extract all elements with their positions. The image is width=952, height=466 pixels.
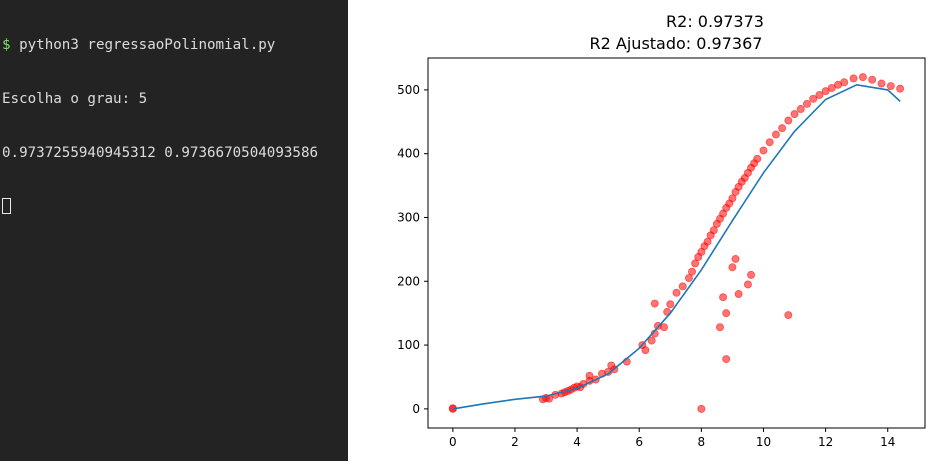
x-tick-label: 6 bbox=[635, 435, 643, 449]
y-tick-label: 200 bbox=[397, 274, 420, 288]
scatter-point bbox=[784, 116, 793, 125]
scatter-point bbox=[722, 309, 731, 318]
scatter-point bbox=[678, 282, 687, 291]
scatter-point bbox=[684, 274, 693, 283]
scatter-point bbox=[796, 105, 805, 114]
y-tick-label: 500 bbox=[397, 83, 420, 97]
y-tick-label: 300 bbox=[397, 210, 420, 224]
scatter-point bbox=[759, 146, 768, 155]
scatter-point bbox=[691, 259, 700, 268]
scatter-point bbox=[703, 237, 712, 246]
chart-title-line2: R2 Ajustado: 0.97367 bbox=[590, 34, 763, 53]
chart-body: 0 2 4 6 8 10 12 14 0 100 200 300 400 500 bbox=[397, 57, 926, 449]
scatter-point bbox=[790, 110, 799, 119]
scatter-point bbox=[647, 336, 656, 345]
scatter-point bbox=[641, 346, 650, 355]
scatter-point bbox=[815, 91, 824, 100]
regression-line bbox=[452, 83, 901, 410]
regression-chart: R2: 0.97373 R2 Ajustado: 0.97367 0 2 4 6 8 10… bbox=[397, 12, 926, 449]
scatter-point bbox=[849, 74, 858, 83]
scatter-point bbox=[734, 290, 743, 299]
terminal-line-cursor bbox=[2, 198, 348, 216]
scatter-point bbox=[650, 299, 659, 308]
scatter-point bbox=[728, 263, 737, 272]
scatter-point bbox=[697, 404, 706, 413]
command-text: python3 regressaoPolinomial.py bbox=[10, 37, 276, 53]
scatter-point bbox=[821, 87, 830, 96]
y-tick-label: 100 bbox=[397, 338, 420, 352]
prompt-symbol: $ bbox=[2, 37, 11, 53]
x-tick-label: 4 bbox=[573, 435, 581, 449]
scatter-point bbox=[886, 82, 895, 91]
plot-window: R2: 0.97373 R2 Ajustado: 0.97367 0 2 4 6 8 10… bbox=[348, 0, 952, 461]
x-tick-label: 0 bbox=[449, 435, 457, 449]
scatter-point bbox=[771, 130, 780, 139]
y-tick-label: 400 bbox=[397, 147, 420, 161]
scatter-point bbox=[666, 300, 675, 309]
scatter-point bbox=[827, 83, 836, 92]
scatter-point bbox=[877, 79, 886, 88]
scatter-point bbox=[858, 73, 867, 82]
scatter-point bbox=[778, 124, 787, 133]
scatter-point bbox=[728, 194, 737, 203]
scatter-point bbox=[731, 254, 740, 263]
x-tick-label: 14 bbox=[880, 435, 895, 449]
terminal-line-command: $ python3 regressaoPolinomial.py bbox=[2, 36, 348, 54]
chart-title-line1: R2: 0.97373 bbox=[666, 12, 764, 31]
scatter-point bbox=[765, 138, 774, 147]
scatter-point bbox=[722, 355, 731, 364]
x-tick-label: 8 bbox=[698, 435, 706, 449]
scatter-point bbox=[709, 226, 718, 235]
scatter-point bbox=[660, 323, 669, 332]
scatter-point bbox=[809, 94, 818, 103]
scatter-point bbox=[753, 154, 762, 163]
axes-frame bbox=[427, 57, 926, 429]
scatter-point bbox=[868, 75, 877, 84]
x-tick-label: 12 bbox=[818, 435, 833, 449]
y-tick-label: 0 bbox=[412, 402, 420, 416]
scatter-point bbox=[585, 371, 594, 380]
scatter-point bbox=[719, 293, 728, 302]
scatter-point bbox=[784, 311, 793, 320]
scatter-point bbox=[747, 270, 756, 279]
terminal-cursor[interactable] bbox=[2, 198, 11, 214]
scatter-point bbox=[607, 361, 616, 370]
terminal-window[interactable]: $ python3 regressaoPolinomial.py Escolha… bbox=[0, 0, 348, 461]
scatter-point bbox=[802, 99, 811, 108]
scatter-point bbox=[896, 84, 905, 93]
x-tick-label: 10 bbox=[756, 435, 771, 449]
scatter-point bbox=[715, 323, 724, 332]
terminal-line-input: Escolha o grau: 5 bbox=[2, 91, 148, 107]
scatter-point bbox=[840, 78, 849, 87]
scatter-point bbox=[672, 288, 681, 297]
scatter-point bbox=[743, 280, 752, 289]
scatter-point bbox=[688, 267, 697, 276]
x-tick-label: 2 bbox=[511, 435, 519, 449]
terminal-line-output: 0.9737255940945312 0.9736670504093586 bbox=[2, 145, 319, 161]
